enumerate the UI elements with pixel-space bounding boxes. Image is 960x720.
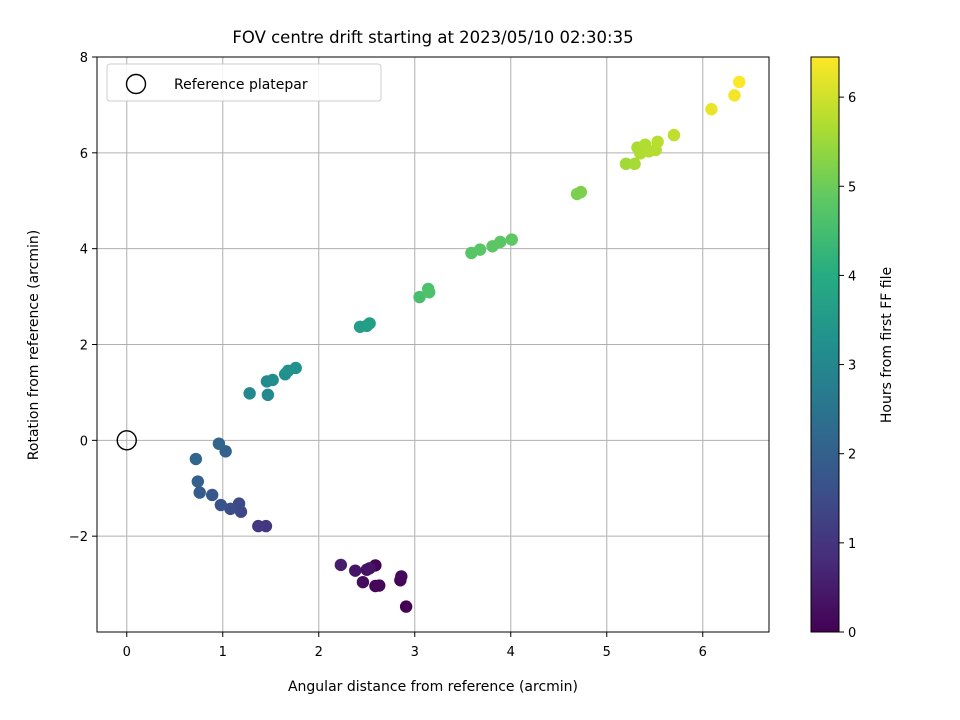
x-tick-label: 4 bbox=[507, 645, 515, 660]
x-axis-title: Angular distance from reference (arcmin) bbox=[288, 679, 578, 695]
x-tick-label: 0 bbox=[123, 645, 131, 660]
data-point bbox=[193, 486, 206, 499]
data-point bbox=[422, 286, 436, 299]
axis-ticks: 0 1 2 3 4 5 6 −2 0 2 4 6 8 bbox=[69, 51, 707, 660]
data-point bbox=[473, 243, 487, 256]
data-point bbox=[413, 290, 426, 304]
data-point bbox=[705, 103, 718, 116]
data-point bbox=[261, 388, 275, 402]
data-point bbox=[363, 562, 376, 575]
y-tick-label: −2 bbox=[69, 530, 88, 545]
colorbar-tick-label: 4 bbox=[848, 269, 856, 284]
data-point bbox=[363, 317, 376, 330]
data-point bbox=[289, 361, 302, 375]
y-tick-label: 6 bbox=[80, 147, 88, 162]
y-tick-label: 8 bbox=[80, 51, 88, 66]
y-tick-label: 0 bbox=[80, 434, 88, 449]
grid-lines bbox=[97, 56, 769, 632]
colorbar-tick-label: 5 bbox=[848, 180, 856, 195]
data-point bbox=[334, 558, 348, 572]
colorbar-tick-label: 2 bbox=[848, 448, 856, 463]
data-point bbox=[494, 235, 507, 249]
data-point bbox=[651, 135, 664, 149]
data-point bbox=[574, 185, 588, 199]
data-point bbox=[252, 519, 265, 533]
data-point bbox=[214, 498, 228, 512]
legend-box bbox=[106, 63, 382, 102]
data-point bbox=[206, 488, 219, 502]
y-tick-label: 2 bbox=[80, 339, 88, 354]
data-point bbox=[667, 128, 681, 142]
data-point bbox=[505, 233, 518, 246]
data-point bbox=[349, 564, 362, 577]
data-point bbox=[373, 579, 386, 592]
data-point bbox=[628, 157, 641, 171]
data-points bbox=[189, 75, 746, 613]
data-point bbox=[224, 502, 237, 516]
colorbar-title: Hours from first FF file bbox=[879, 267, 895, 423]
y-tick-label: 4 bbox=[80, 243, 88, 258]
colorbar-gradient bbox=[810, 56, 840, 633]
reference-platepar-marker bbox=[116, 430, 137, 451]
data-point bbox=[399, 600, 413, 613]
data-point bbox=[619, 157, 633, 171]
data-point bbox=[733, 75, 746, 89]
x-tick-label: 1 bbox=[219, 645, 227, 660]
data-point bbox=[266, 373, 279, 387]
x-tick-label: 6 bbox=[699, 645, 707, 660]
x-tick-label: 2 bbox=[315, 645, 323, 660]
colorbar-tick-label: 1 bbox=[848, 537, 856, 552]
data-point bbox=[191, 475, 204, 488]
colorbar: 0 1 2 3 4 5 6 Hours from first FF file bbox=[810, 56, 895, 641]
colorbar-tick-label: 6 bbox=[848, 91, 856, 106]
legend-label: Reference platepar bbox=[174, 77, 308, 93]
data-point bbox=[728, 89, 741, 102]
y-axis-title: Rotation from reference (arcmin) bbox=[26, 230, 42, 460]
colorbar-tick-label: 3 bbox=[848, 359, 856, 374]
data-point bbox=[356, 575, 370, 589]
legend: Reference platepar bbox=[106, 63, 382, 102]
x-tick-label: 3 bbox=[411, 645, 419, 660]
colorbar-ticks: 0 1 2 3 4 5 6 bbox=[839, 91, 856, 641]
colorbar-tick-label: 0 bbox=[848, 626, 856, 641]
legend-reference-marker bbox=[125, 73, 147, 95]
data-point bbox=[395, 570, 408, 583]
data-point bbox=[189, 452, 203, 466]
data-point bbox=[243, 387, 256, 400]
x-tick-label: 5 bbox=[603, 645, 611, 660]
chart-title: FOV centre drift starting at 2023/05/10 … bbox=[232, 28, 633, 47]
reference-marker bbox=[116, 430, 137, 451]
data-point bbox=[212, 437, 226, 450]
